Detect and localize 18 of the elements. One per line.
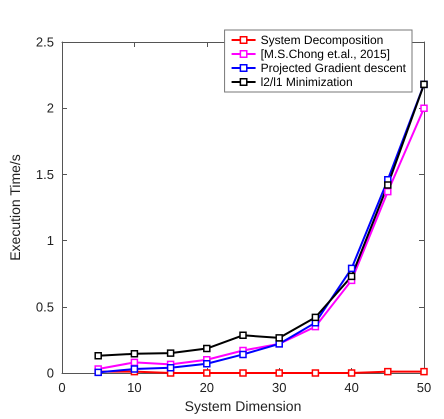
x-tick-label: 30 <box>272 380 286 395</box>
x-tick-label: 20 <box>200 380 214 395</box>
y-tick-label: 2 <box>46 100 54 116</box>
legend-label: Projected Gradient descent <box>260 61 407 75</box>
y-tick-label: 2.5 <box>36 34 54 50</box>
y-tick-label: 0 <box>46 366 54 380</box>
x-tick-label: 0 <box>58 380 66 395</box>
y-tick-label: 1.5 <box>36 166 54 182</box>
x-tick-label: 10 <box>127 380 142 395</box>
legend-label: System Decomposition <box>260 33 384 47</box>
y-tick-label: 0.5 <box>36 299 54 314</box>
x-tick-label: 50 <box>416 380 432 395</box>
legend-label: l2/l1 Minimization <box>260 75 353 89</box>
x-axis-title: System Dimension <box>184 398 302 414</box>
y-tick-label: 1 <box>46 233 54 248</box>
x-tick-label: 40 <box>344 380 359 395</box>
y-axis-title: Execution Time/s <box>7 154 23 261</box>
legend-label: [M.S.Chong et.al., 2015] <box>260 47 390 61</box>
